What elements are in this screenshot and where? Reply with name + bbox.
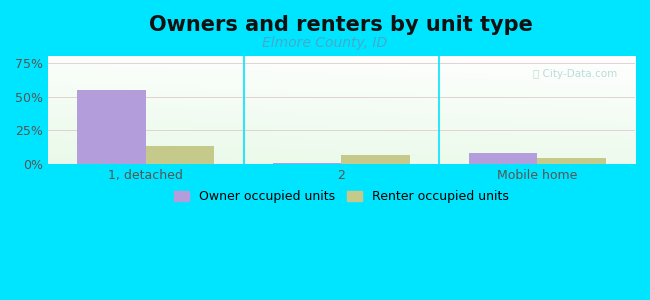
Legend: Owner occupied units, Renter occupied units: Owner occupied units, Renter occupied un… — [174, 190, 509, 203]
Bar — [341, 155, 410, 164]
Bar — [146, 146, 214, 164]
Bar — [77, 90, 146, 164]
Bar — [537, 158, 606, 164]
Text: ⓘ City-Data.com: ⓘ City-Data.com — [533, 69, 618, 79]
Title: Owners and renters by unit type: Owners and renters by unit type — [150, 15, 534, 35]
Bar — [469, 153, 537, 164]
Text: Elmore County, ID: Elmore County, ID — [263, 35, 387, 50]
Bar — [273, 163, 341, 164]
